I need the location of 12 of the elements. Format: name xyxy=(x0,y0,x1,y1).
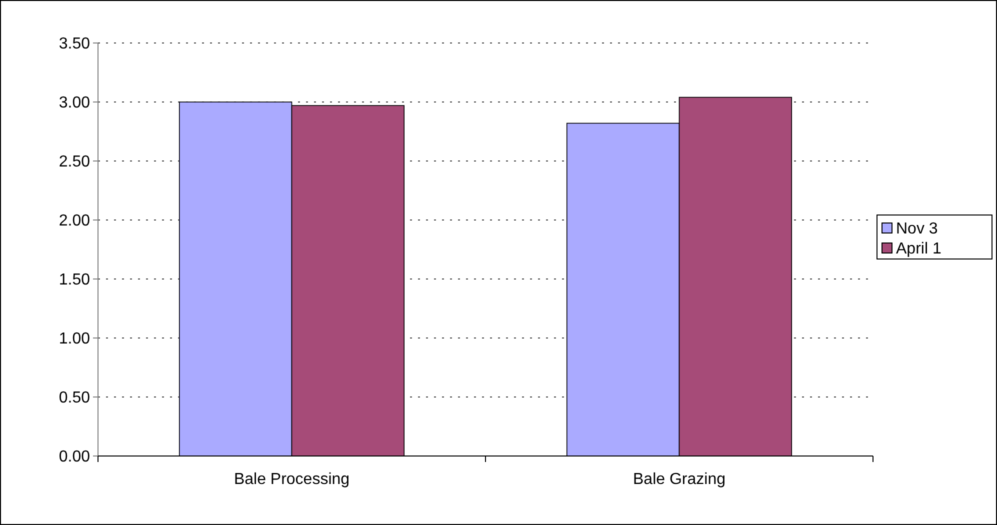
y-tick-label: 3.50 xyxy=(58,36,90,53)
y-tick-label: 2.00 xyxy=(58,212,90,230)
legend-label: April 1 xyxy=(896,240,942,258)
x-tick-label: Bale Processing xyxy=(234,471,350,488)
y-tick-label: 0.50 xyxy=(58,390,90,407)
y-tick-label: 3.00 xyxy=(58,94,90,112)
legend-label: Nov 3 xyxy=(896,220,938,238)
y-tick-label: 0.00 xyxy=(58,448,90,466)
x-tick-label: Bale Grazing xyxy=(633,471,726,488)
y-tick-label: 2.50 xyxy=(58,154,90,171)
y-tick-label: 1.50 xyxy=(58,272,90,289)
y-tick-label: 1.00 xyxy=(58,330,90,348)
